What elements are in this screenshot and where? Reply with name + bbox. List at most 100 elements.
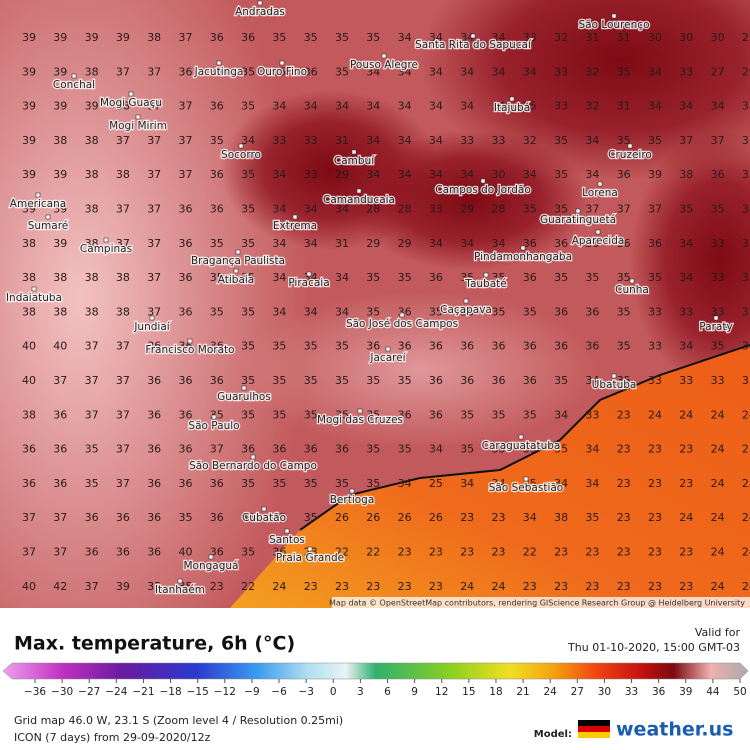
temperature-value: 37 — [147, 203, 161, 216]
temperature-value: 35 — [304, 31, 318, 44]
city-label: São José dos Campos — [346, 318, 458, 330]
temperature-value: 34 — [304, 100, 318, 113]
temperature-value: 37 — [116, 134, 130, 147]
temperature-value: 35 — [554, 443, 568, 456]
temperature-value: 33 — [523, 31, 537, 44]
temperature-value: 29 — [398, 237, 412, 250]
temperature-value: 37 — [679, 134, 693, 147]
temperature-value: 35 — [617, 134, 631, 147]
temperature-value: 34 — [335, 305, 349, 318]
temperature-value: 34 — [304, 237, 318, 250]
temperature-value: 35 — [241, 305, 255, 318]
temperature-value: 23 — [617, 443, 631, 456]
temperature-value: 23 — [679, 546, 693, 559]
temperature-value: 39 — [22, 203, 36, 216]
scale-label: −3 — [298, 686, 313, 698]
footer: Max. temperature, 6h (°C) Valid for Thu … — [2, 626, 749, 744]
temperature-value: 36 — [179, 271, 193, 284]
scale-label: −24 — [105, 686, 127, 698]
scale-label: −27 — [78, 686, 100, 698]
temperature-value: 34 — [304, 305, 318, 318]
temperature-value: 34 — [679, 340, 693, 353]
temperature-value: 36 — [179, 477, 193, 490]
city-label: Bertioga — [330, 494, 375, 506]
temperature-value: 34 — [398, 168, 412, 181]
temperature-value: 25 — [742, 477, 750, 490]
temperature-value: 35 — [554, 134, 568, 147]
temperature-value: 34 — [492, 100, 506, 113]
city-marker — [284, 528, 290, 534]
temperature-value: 35 — [335, 374, 349, 387]
scale-label: 39 — [679, 686, 692, 698]
temperature-value: 37 — [22, 546, 36, 559]
scale-label: 0 — [330, 686, 337, 698]
temperature-value: 30 — [711, 31, 725, 44]
city-label: Caraguatatuba — [482, 440, 561, 452]
temperature-value: 23 — [304, 580, 318, 593]
city-label: Pouso Alegre — [350, 59, 418, 71]
temperature-value: 34 — [523, 65, 537, 78]
city-label: Indaiatuba — [6, 292, 62, 304]
temperature-value: 35 — [617, 374, 631, 387]
temperature-value: 32 — [585, 65, 599, 78]
temperature-value: 36 — [116, 546, 130, 559]
temperature-value: 34 — [460, 477, 474, 490]
temperature-value: 35 — [210, 305, 224, 318]
temperature-value: 27 — [711, 65, 725, 78]
temperature-value: 36 — [210, 203, 224, 216]
temperature-value: 36 — [272, 546, 286, 559]
temperature-value: 35 — [460, 305, 474, 318]
city-marker — [381, 53, 387, 59]
temperature-value: 35 — [272, 408, 286, 421]
city-marker — [241, 385, 247, 391]
temperature-value: 34 — [429, 100, 443, 113]
temperature-value: 35 — [492, 305, 506, 318]
city-label: Sumaré — [28, 220, 69, 232]
temperature-value: 38 — [554, 511, 568, 524]
city-marker — [611, 373, 617, 379]
temperature-value: 36 — [147, 511, 161, 524]
temperature-value: 37 — [179, 100, 193, 113]
temperature-value: 34 — [554, 477, 568, 490]
city-label: Aparecida — [572, 235, 625, 247]
temperature-value: 42 — [53, 580, 67, 593]
temperature-value: 36 — [147, 340, 161, 353]
temperature-value: 33 — [554, 100, 568, 113]
city-label: Conchal — [53, 79, 95, 91]
temperature-value: 35 — [272, 511, 286, 524]
temperature-value: 36 — [147, 408, 161, 421]
temperature-value: 33 — [304, 168, 318, 181]
city-label: Bragança Paulista — [191, 255, 285, 267]
temperature-value: 23 — [460, 546, 474, 559]
temperature-value: 35 — [742, 100, 750, 113]
temperature-value: 23 — [679, 477, 693, 490]
temperature-value: 34 — [398, 134, 412, 147]
temperature-value: 40 — [22, 374, 36, 387]
temperature-value: 39 — [22, 100, 36, 113]
temperature-value: 24 — [742, 546, 750, 559]
temperature-value: 23 — [617, 477, 631, 490]
temperature-value: 34 — [429, 134, 443, 147]
city-label: Camanducaia — [323, 194, 395, 206]
temperature-value: 36 — [210, 511, 224, 524]
city-label: Jacareí — [369, 352, 406, 364]
temperature-value: 35 — [241, 100, 255, 113]
attribution: Map data © OpenStreetMap contributors, r… — [329, 599, 745, 608]
temperature-value: 33 — [711, 374, 725, 387]
grid-info: Grid map 46.0 W, 23.1 S (Zoom level 4 / … — [14, 714, 343, 727]
temperature-value: 34 — [366, 100, 380, 113]
temperature-value: 38 — [116, 271, 130, 284]
city-marker — [627, 143, 633, 149]
temperature-value: 34 — [460, 168, 474, 181]
city-label: Ubatuba — [592, 379, 637, 391]
temperature-value: 33 — [648, 305, 662, 318]
temperature-value: 33 — [460, 134, 474, 147]
city-marker — [307, 546, 313, 552]
temperature-value: 36 — [179, 305, 193, 318]
temperature-value: 36 — [210, 477, 224, 490]
temperature-value: 39 — [116, 31, 130, 44]
model-run: ICON (7 days) from 29-09-2020/12z — [14, 731, 211, 744]
temperature-value: 34 — [585, 443, 599, 456]
brand[interactable]: weather.us — [616, 719, 733, 741]
temperature-value: 23 — [617, 546, 631, 559]
